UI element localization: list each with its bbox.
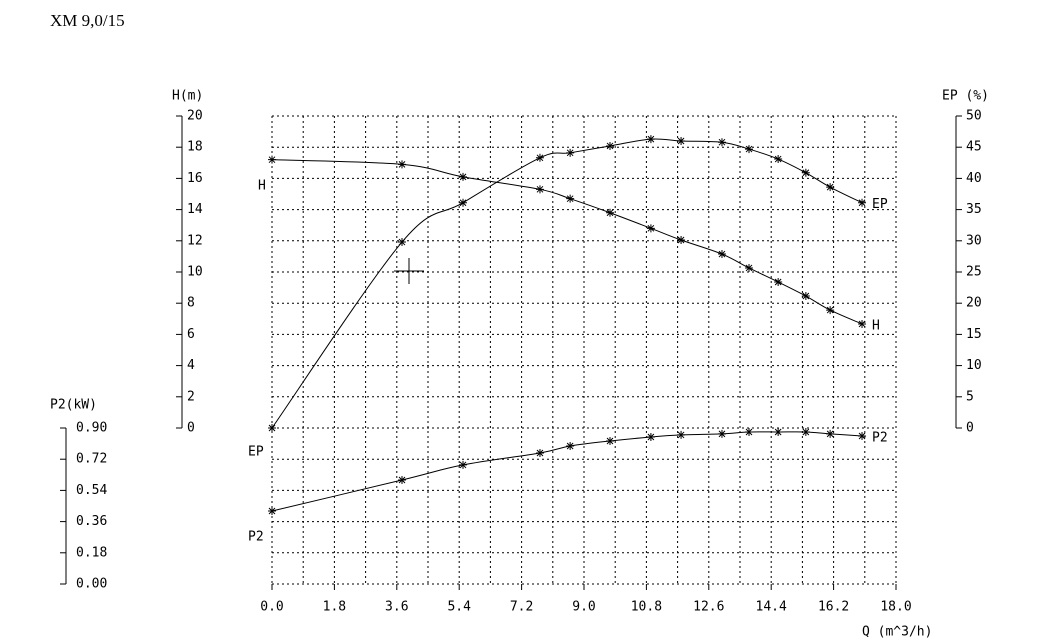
- curve-label: EP: [248, 445, 264, 460]
- y3-axis-title: P2(kW): [50, 398, 97, 413]
- point-star: [398, 160, 406, 169]
- y3-tick-label: 0.72: [76, 452, 107, 467]
- y2-tick-label: 35: [966, 202, 982, 217]
- x-tick-label: 3.6: [385, 600, 408, 615]
- point-star: [566, 442, 575, 451]
- point-star: [535, 185, 544, 194]
- point-star: [717, 138, 726, 147]
- point-star: [801, 427, 810, 436]
- y2-tick-label: 50: [966, 109, 982, 124]
- y-tick-label: 4: [187, 358, 195, 373]
- x-tick-label: 14.4: [756, 600, 787, 615]
- point-star: [268, 507, 276, 516]
- point-star: [535, 153, 544, 162]
- curve-label: H: [872, 318, 880, 333]
- curve: [271, 431, 863, 512]
- point-star: [535, 448, 544, 457]
- x-tick-label: 10.8: [631, 600, 662, 615]
- point-star: [826, 306, 835, 315]
- y2-axis-title: EP (%): [942, 89, 989, 104]
- point-star: [398, 476, 406, 484]
- point-star: [566, 194, 575, 203]
- y-tick-label: 20: [187, 109, 203, 124]
- x-tick-label: 12.6: [693, 600, 724, 615]
- point-star: [268, 424, 276, 432]
- y-tick-label: 10: [187, 265, 203, 280]
- point-star: [858, 431, 867, 440]
- point-star: [774, 155, 783, 164]
- chart-title: XM 9,0/15: [50, 11, 125, 30]
- x-tick-label: 0.0: [260, 600, 283, 615]
- point-star: [801, 168, 810, 177]
- y-tick-label: 8: [187, 296, 195, 311]
- x-tick-label: 1.8: [323, 600, 346, 615]
- y3-tick-label: 0.54: [76, 483, 107, 498]
- curve-label: EP: [872, 197, 888, 212]
- y-tick-label: 2: [187, 389, 195, 404]
- point-star: [268, 155, 276, 164]
- y2-tick-label: 0: [966, 421, 974, 436]
- y2-tick-label: 10: [966, 358, 982, 373]
- x-tick-label: 7.2: [510, 600, 533, 615]
- point-star: [646, 135, 655, 144]
- curve: [271, 138, 863, 429]
- point-star: [858, 319, 867, 328]
- curve-label: P2: [872, 430, 888, 445]
- y2-tick-label: 40: [966, 171, 982, 186]
- point-star: [459, 198, 468, 207]
- y-tick-label: 6: [187, 327, 195, 342]
- curve: [271, 159, 863, 325]
- y-tick-label: 12: [187, 233, 203, 248]
- cursor: [394, 258, 424, 284]
- y-tick-label: 16: [187, 171, 203, 186]
- y-tick-label: 0: [187, 421, 195, 436]
- point-star: [459, 172, 468, 181]
- y-axis-title: H(m): [172, 89, 203, 104]
- point-star: [801, 292, 810, 301]
- point-star: [677, 236, 686, 245]
- curve-label: H: [258, 179, 266, 194]
- point-star: [459, 460, 468, 469]
- point-star: [745, 263, 754, 272]
- point-star: [717, 429, 726, 438]
- point-star: [606, 141, 614, 150]
- point-star: [677, 136, 686, 145]
- point-star: [745, 145, 754, 154]
- point-star: [606, 437, 614, 445]
- y-tick-label: 14: [187, 202, 203, 217]
- point-star: [745, 427, 754, 436]
- point-star: [774, 277, 783, 286]
- x-axis-title: Q (m^3/h): [862, 625, 932, 640]
- point-star: [826, 183, 835, 192]
- point-star: [774, 427, 783, 436]
- y2-tick-label: 15: [966, 327, 982, 342]
- y2-tick-label: 25: [966, 265, 982, 280]
- point-star: [398, 238, 406, 247]
- point-star: [606, 208, 614, 217]
- x-tick-label: 9.0: [572, 600, 595, 615]
- y3-tick-label: 0.36: [76, 514, 107, 529]
- point-star: [677, 430, 686, 439]
- y2-tick-label: 20: [966, 296, 982, 311]
- point-star: [826, 429, 835, 438]
- y3-tick-label: 0.18: [76, 545, 107, 560]
- y3-tick-label: 0.90: [76, 421, 107, 436]
- y-tick-label: 18: [187, 140, 203, 155]
- x-tick-label: 16.2: [818, 600, 849, 615]
- y2-tick-label: 5: [966, 389, 974, 404]
- y2-tick-label: 45: [966, 140, 982, 155]
- y2-tick-label: 30: [966, 233, 982, 248]
- x-tick-label: 18.0: [880, 600, 911, 615]
- point-star: [858, 198, 867, 207]
- point-star: [566, 148, 575, 157]
- curve-label: P2: [248, 530, 264, 545]
- point-star: [646, 224, 655, 233]
- y3-tick-label: 0.00: [76, 577, 107, 592]
- point-star: [646, 433, 655, 442]
- x-tick-label: 5.4: [447, 600, 471, 615]
- point-star: [717, 250, 726, 259]
